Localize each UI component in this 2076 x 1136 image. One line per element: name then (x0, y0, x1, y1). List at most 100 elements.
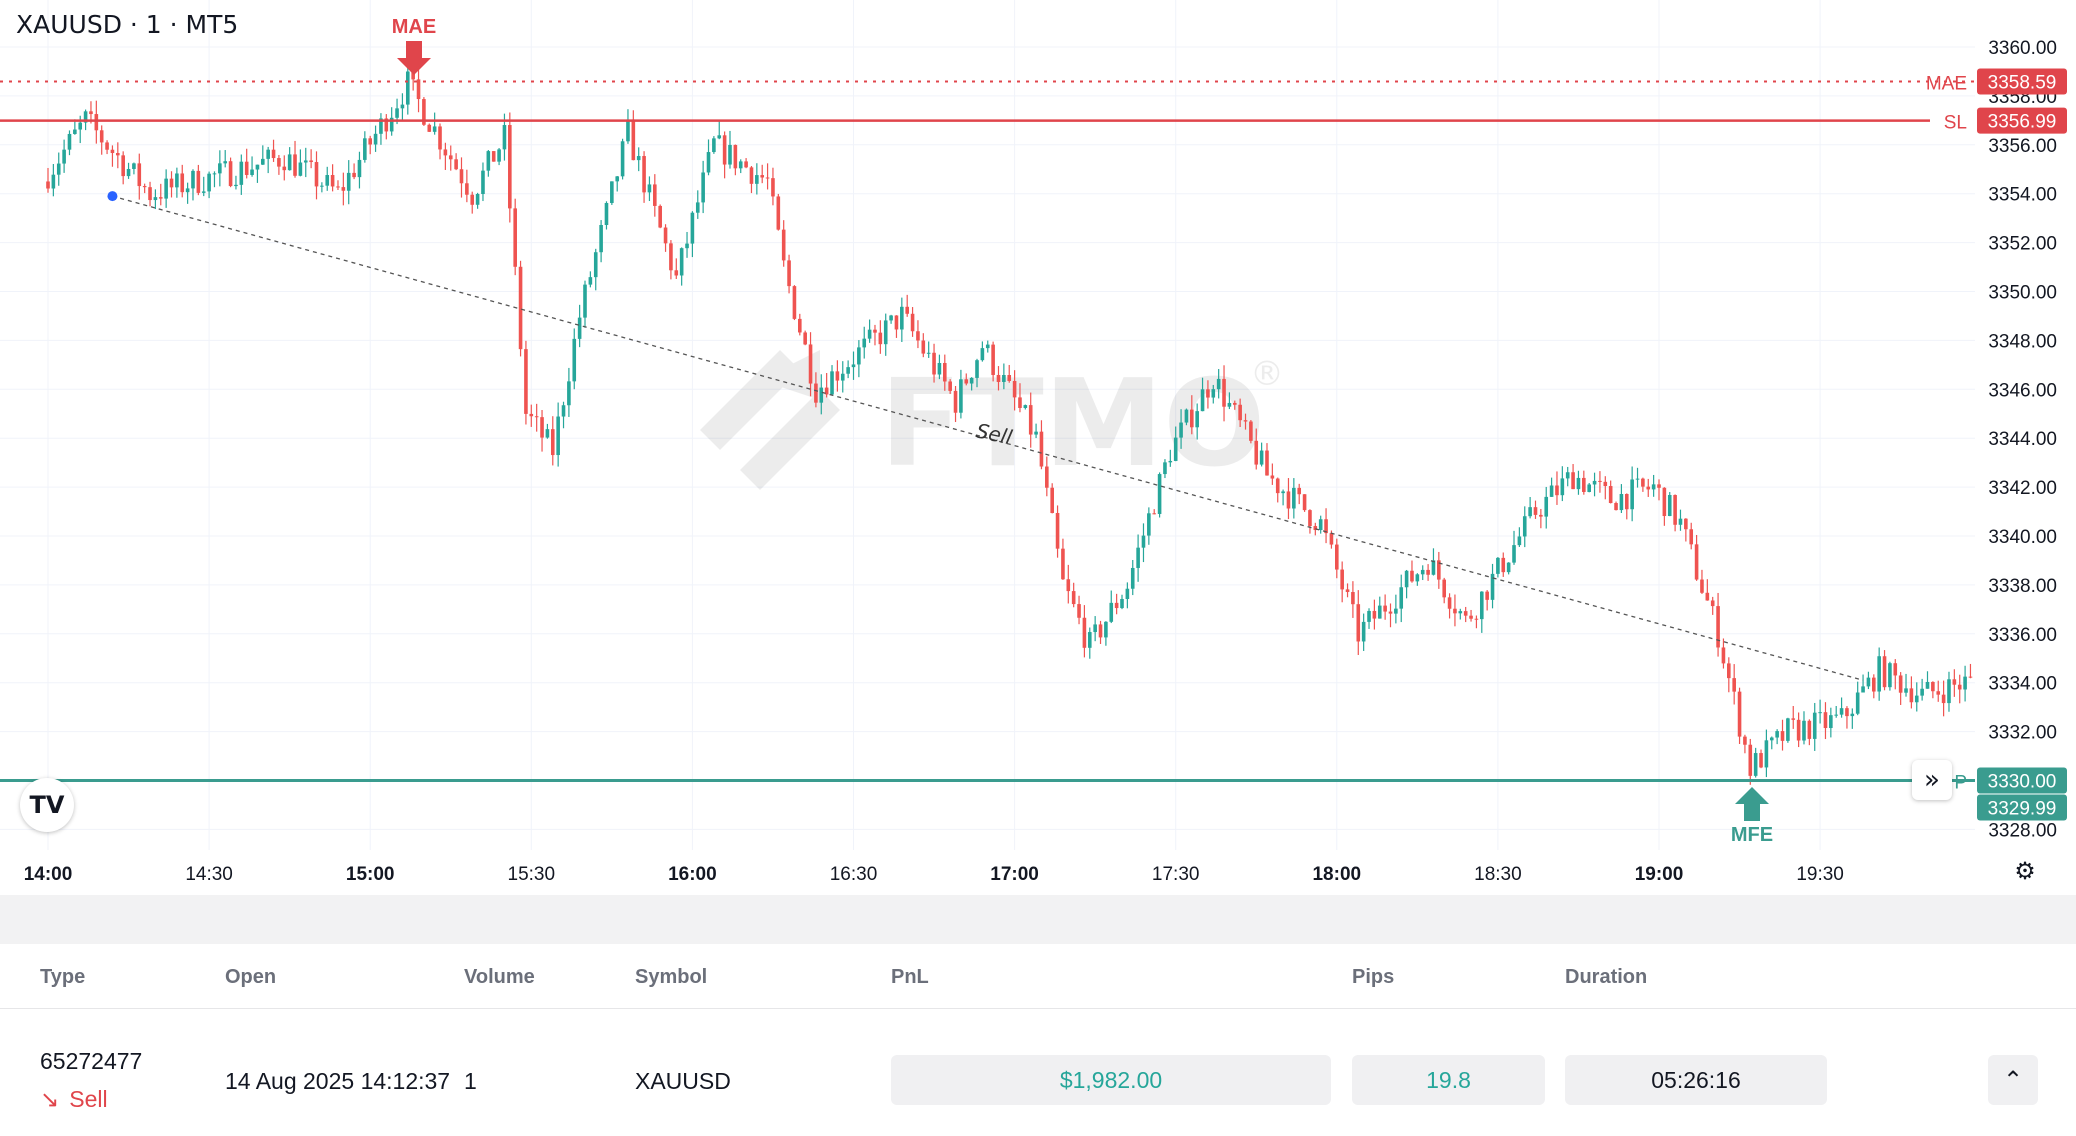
candle-body (1173, 437, 1178, 461)
candle-body (395, 108, 399, 118)
candle-body (1748, 744, 1753, 776)
candle-body (1034, 431, 1038, 435)
candle-body (105, 142, 109, 150)
trade-open-time: 14 Aug 2025 14:12:37 (225, 1068, 451, 1094)
candle-body (883, 320, 888, 345)
chart-panel[interactable]: FTMO ® Sell MAE SL P 3360.00 3358.00 3356.00 3354… (0, 0, 2076, 895)
candle-body (867, 329, 872, 339)
chevron-up-icon[interactable]: ⌃ (1988, 1055, 2038, 1105)
gear-icon[interactable]: ⚙ (2014, 857, 2036, 885)
candle-body (1286, 491, 1291, 509)
candle-body (1442, 579, 1446, 598)
candle-body (438, 126, 442, 150)
candle-body (1823, 712, 1828, 729)
candle-body (1211, 389, 1216, 398)
header-duration: Duration (1565, 966, 1648, 988)
candle-body (1592, 480, 1597, 485)
candle-body (1463, 611, 1468, 616)
candle-body (1705, 592, 1710, 601)
header-type: Type (40, 966, 86, 988)
candle-body (1356, 604, 1361, 642)
candle-body (894, 315, 899, 330)
candle-body (1710, 600, 1715, 607)
trade-symbol: XAUUSD (635, 1068, 731, 1094)
candle-body (1641, 478, 1645, 487)
candle-body (1388, 611, 1393, 614)
candle-body (534, 416, 539, 418)
candle-body (1168, 460, 1173, 463)
candle-body (1764, 740, 1769, 768)
candle-body (1281, 491, 1285, 494)
candle-body (1163, 462, 1167, 475)
candle-body (346, 172, 351, 191)
candle-body (808, 344, 813, 384)
candle-body (228, 161, 233, 187)
candle-body (1259, 450, 1264, 465)
candle-body (1302, 494, 1307, 511)
candle-body (1329, 533, 1334, 545)
watermark-shape (760, 350, 820, 400)
candle-body (1479, 591, 1484, 620)
y-tick-label: 3348.00 (1988, 331, 2057, 352)
candle-body (1866, 677, 1871, 687)
candle-body (583, 284, 587, 318)
candle-body (1324, 519, 1328, 534)
candle-body (771, 178, 775, 197)
candle-body (733, 144, 738, 169)
candle-body (604, 203, 609, 226)
sl-price-badge: 3356.99 (1988, 112, 2057, 133)
candle-body (78, 122, 83, 130)
candle-body (518, 266, 523, 350)
candle-body (62, 149, 66, 164)
candle-body (1410, 570, 1414, 582)
double-chevron-right-icon[interactable]: » (1912, 760, 1952, 800)
candle-body (83, 111, 88, 123)
candle-body (1109, 602, 1114, 622)
candle-body (497, 149, 501, 162)
candle-body (717, 135, 722, 139)
candle-body (572, 338, 577, 382)
price-chart[interactable]: FTMO®SellMAESLP3360.003358.003356.003354… (0, 0, 2076, 895)
candle-body (1608, 486, 1613, 504)
trade-pips: 19.8 (1352, 1055, 1545, 1105)
candle-body (1028, 405, 1033, 435)
candle-body (379, 118, 383, 134)
candle-body (851, 364, 856, 368)
candle-body (1077, 604, 1081, 618)
candle-body (862, 338, 867, 348)
mfe-arrow-icon (1735, 787, 1769, 821)
tradingview-logo-icon[interactable]: 𝗧𝗩 (20, 778, 74, 832)
candle-body (164, 178, 168, 199)
candle-body (400, 104, 405, 109)
candle-body (1732, 678, 1736, 692)
candle-body (653, 184, 657, 206)
trade-side: ↘ Sell (40, 1086, 108, 1113)
candle-body (615, 176, 620, 182)
x-tick-label: 15:30 (508, 864, 556, 885)
tp-level-label: P (1954, 773, 1967, 794)
candle-body (1292, 487, 1296, 509)
mae-marker-label: MAE (392, 16, 436, 38)
candle-body (1367, 610, 1371, 622)
candle-body (1931, 681, 1935, 692)
candle-body (685, 243, 689, 249)
candle-body (953, 390, 958, 413)
candle-body (706, 152, 711, 173)
candle-body (411, 71, 415, 80)
candle-body (73, 129, 77, 134)
candle-body (416, 79, 421, 100)
y-tick-label: 3352.00 (1988, 234, 2057, 255)
candle-body (218, 163, 222, 174)
candle-body (1453, 608, 1457, 614)
header-volume: Volume (464, 966, 535, 988)
candle-body (1812, 712, 1817, 739)
candle-body (67, 133, 72, 150)
candle-body (1582, 477, 1586, 492)
candle-body (330, 175, 335, 187)
y-tick-label: 3360.00 (1988, 38, 2057, 59)
candle-body (1018, 397, 1022, 408)
chart-title: XAUUSD · 1 · MT5 (16, 10, 239, 39)
candle-body (1673, 495, 1677, 525)
y-tick-label: 3338.00 (1988, 576, 2057, 597)
candle-body (1759, 753, 1763, 768)
